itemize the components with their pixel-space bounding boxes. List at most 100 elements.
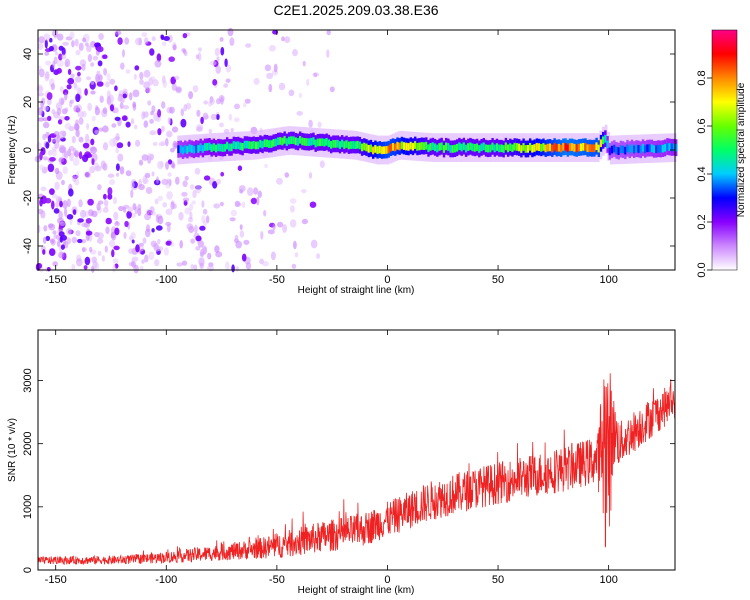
spectrogram-noise-dot — [50, 83, 56, 91]
spectrogram-noise-dot — [228, 113, 233, 121]
spectrogram-panel: -150 -100 -50 0 50 100 -40 -20 0 20 40 Height of … — [7, 27, 678, 296]
spectrogram-noise-dot — [121, 115, 128, 122]
spectrogram-band-core — [336, 139, 339, 148]
spectrogram-band-core — [564, 142, 567, 151]
spectrogram-noise-dot — [119, 166, 125, 175]
spectrogram-noise-dot — [180, 108, 184, 117]
spectrogram-noise-dot — [146, 209, 150, 215]
spectrogram-band-core — [234, 141, 238, 150]
spectrogram-band-core — [400, 141, 404, 150]
spectrogram-noise-dot — [47, 149, 53, 156]
spectrogram-noise-dot — [205, 215, 210, 224]
spectrogram-noise-dot — [74, 85, 79, 91]
spectrogram-band-core — [241, 143, 244, 151]
spectrogram-noise-dot — [172, 140, 178, 150]
spectrogram-noise-dot — [224, 58, 228, 67]
spectrogram-noise-dot — [38, 36, 45, 44]
spectrogram-noise-dot — [96, 202, 101, 211]
spectrogram-noise-dot — [97, 232, 104, 239]
spectrogram-noise-dot — [94, 129, 100, 135]
spectrogram-band-core — [365, 143, 368, 152]
spectrogram-noise-dot — [43, 156, 48, 161]
spectrogram-noise-dot — [77, 71, 81, 77]
spectrogram-band-core — [345, 140, 348, 148]
spectrogram-noise-dot — [109, 104, 115, 112]
spectrogram-noise-dot — [112, 258, 119, 264]
spectrogram-noise-dot — [69, 99, 75, 104]
spectrogram-band-core — [429, 143, 432, 151]
spectrogram-band-core — [595, 142, 598, 151]
spectrogram-band-core — [259, 139, 262, 148]
spectrogram-noise-dot — [135, 139, 141, 147]
spectrogram-band-core — [500, 144, 503, 153]
spectrogram-noise-dot — [114, 30, 122, 36]
spectrogram-noise-dot — [105, 81, 110, 88]
spectrogram-noise-dot — [130, 181, 135, 190]
spectrogram-noise-dot — [125, 121, 131, 128]
spectrogram-band-core — [513, 142, 516, 151]
spectrogram-noise-dot — [184, 175, 189, 181]
snr-frame — [37, 329, 676, 571]
spectrogram-band-core — [633, 145, 636, 154]
spectrogram-noise-dot — [212, 79, 218, 86]
spectrogram-band-core — [310, 137, 313, 146]
spectrogram-noise-dot — [49, 188, 55, 196]
spectrogram-noise-dot — [104, 245, 108, 253]
spectrogram-band-core — [349, 141, 353, 149]
spectrogram-noise-dot — [111, 123, 117, 128]
spectrogram-band-core — [604, 134, 607, 143]
spectrogram-noise-dot — [157, 246, 164, 252]
spectrogram-band-core — [445, 142, 448, 151]
spectrogram-noise-dot — [95, 73, 100, 83]
snr-y-ticks: 0 1000 2000 3000 — [22, 368, 675, 573]
spectrogram-noise-dot — [203, 175, 211, 181]
spectrogram-noise-dot — [74, 150, 79, 158]
spectrogram-noise-dot — [84, 256, 91, 266]
spectrogram-noise-dot — [52, 261, 58, 267]
spectrogram-noise-dot — [161, 101, 166, 109]
spectrogram-noise-dot — [111, 249, 115, 258]
spectrogram-noise-dot — [191, 200, 197, 205]
spectrogram-noise-dot — [84, 171, 92, 179]
spectrogram-band-core — [281, 137, 284, 146]
colorbar: 0.0 0.2 0.4 0.6 0.8 Normalized spectral ampl… — [696, 29, 747, 278]
spectrogram-noise-dot — [194, 224, 198, 234]
spectrogram-band-core — [385, 146, 388, 154]
spectrogram-noise-dot — [125, 69, 131, 74]
spectrogram-band-core — [274, 138, 278, 147]
spectrogram-band-core — [489, 144, 492, 153]
spectrogram-band-core — [571, 143, 574, 151]
spectrogram-noise-dot — [51, 138, 58, 143]
spectrogram-noise-dot — [49, 157, 56, 162]
spectrogram-noise-dot — [160, 35, 165, 41]
spectrogram-noise-dot — [78, 42, 84, 51]
spectrogram-noise-dot — [144, 172, 151, 179]
spectrogram-noise-dot — [96, 46, 104, 53]
spectrogram-noise-dot — [137, 204, 142, 211]
spectrogram-band-core — [540, 144, 543, 152]
spectrogram-noise-dot — [59, 200, 63, 208]
spectrogram-noise-dot — [235, 266, 239, 272]
spectrogram-band-core — [535, 142, 539, 151]
spectrogram-noise-dot — [296, 111, 304, 116]
spectrogram-noise-dot — [107, 187, 113, 196]
spectrogram-noise-dot — [167, 172, 172, 177]
spectrogram-band-core — [250, 141, 253, 150]
spectrogram-noise-dot — [216, 114, 220, 120]
spectrogram-band-core — [504, 142, 508, 151]
spectrogram-noise-dot — [78, 199, 83, 208]
spectrogram-band-core — [420, 142, 423, 150]
spectrogram-band-core — [210, 144, 213, 152]
spectrogram-noise-dot — [172, 44, 177, 51]
spectrogram-band-core — [314, 139, 317, 148]
spectrogram-band-core — [551, 144, 554, 153]
spectrogram-noise-dot — [62, 166, 68, 175]
spectrogram-noise-dot — [59, 86, 64, 93]
x-tick-label: 100 — [599, 274, 617, 286]
spectrogram-band-core — [230, 143, 233, 152]
spectrogram-noise-dot — [119, 102, 124, 109]
spectrogram-band-core — [232, 141, 235, 149]
spectrogram-band-core — [341, 139, 344, 148]
spectrogram-noise-dot — [209, 98, 215, 105]
spectrogram-band-core — [502, 145, 505, 153]
